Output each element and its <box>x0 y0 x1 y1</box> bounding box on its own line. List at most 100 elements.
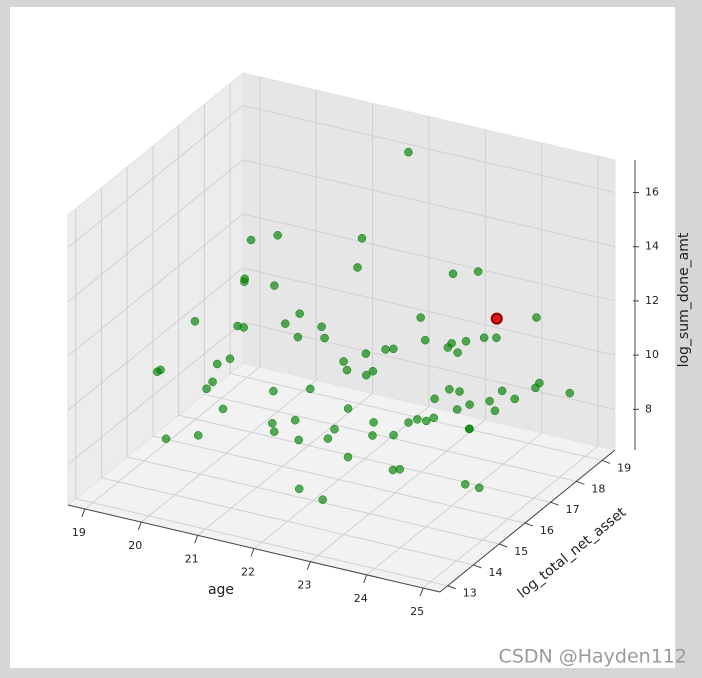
point <box>404 418 413 427</box>
point <box>490 312 503 325</box>
point <box>153 367 162 376</box>
point <box>448 269 458 279</box>
z-tick-label: 14 <box>645 240 659 253</box>
point <box>532 313 541 322</box>
z-tick-label: 12 <box>645 294 659 307</box>
point <box>389 430 398 440</box>
point <box>404 147 413 157</box>
grid-line <box>253 406 430 549</box>
point <box>293 332 303 342</box>
grid-line <box>242 105 616 194</box>
y-tick <box>473 564 482 569</box>
panes <box>66 71 617 593</box>
point <box>497 386 507 396</box>
point <box>273 231 282 240</box>
y-tick-label: 17 <box>566 503 580 516</box>
point <box>420 335 430 345</box>
point <box>343 404 353 413</box>
grid-line <box>101 477 474 566</box>
point <box>474 483 484 493</box>
grid-line <box>242 213 616 302</box>
point <box>270 281 279 290</box>
y-tick-label: 13 <box>463 587 477 600</box>
grid-line <box>127 456 500 545</box>
grid-line <box>242 267 616 356</box>
x-tick <box>194 535 199 544</box>
grid-line <box>422 445 599 589</box>
y-tick-label: 19 <box>617 461 631 474</box>
y-tick <box>601 459 611 464</box>
point <box>490 406 500 416</box>
point <box>362 370 371 380</box>
point <box>339 357 348 366</box>
x-tick <box>363 574 368 584</box>
point <box>330 424 339 434</box>
point <box>389 344 398 354</box>
point <box>535 378 544 388</box>
grid-line <box>366 432 543 576</box>
y-tick-label: 15 <box>514 545 528 558</box>
grid-line <box>140 379 317 523</box>
point <box>269 427 279 436</box>
point <box>455 387 464 396</box>
grid-line <box>67 267 244 411</box>
y-tick <box>499 543 508 548</box>
x-tick <box>137 521 142 531</box>
grid-line <box>310 419 486 563</box>
point <box>460 480 470 489</box>
z-tick-label: 10 <box>645 348 659 361</box>
point <box>416 313 425 322</box>
point <box>343 452 353 462</box>
point <box>202 384 211 394</box>
point <box>240 274 249 284</box>
y-tick <box>524 522 534 527</box>
point <box>323 434 333 443</box>
y-tick <box>550 501 559 506</box>
point <box>357 234 367 243</box>
point <box>492 333 501 343</box>
x-tick <box>250 548 255 557</box>
point <box>465 400 474 409</box>
point <box>422 416 431 426</box>
point <box>320 333 329 343</box>
point <box>190 317 200 326</box>
x-tick-label: 23 <box>297 579 311 592</box>
grid-line <box>242 321 616 410</box>
z-axis-title: log_sum_done_amt <box>676 232 692 367</box>
grid-line <box>67 159 244 303</box>
point <box>368 366 378 376</box>
x-tick-label: 24 <box>354 592 368 605</box>
grid-line <box>178 414 551 503</box>
point <box>294 484 304 494</box>
point <box>212 359 222 369</box>
y-tick-label: 18 <box>591 482 605 495</box>
x-tick-label: 20 <box>128 539 142 552</box>
x-tick-label: 25 <box>410 605 424 618</box>
x-axis-title: age <box>208 582 234 598</box>
grid-line <box>67 321 244 465</box>
x-tick <box>81 508 86 518</box>
point <box>246 235 256 245</box>
point <box>295 309 304 318</box>
point <box>353 263 362 272</box>
z-tick-label: 16 <box>645 186 659 199</box>
point <box>453 348 462 357</box>
grid-line <box>152 435 526 524</box>
point <box>269 386 278 396</box>
point <box>225 354 235 363</box>
point <box>281 319 290 328</box>
x-tick-label: 19 <box>72 526 86 539</box>
y-tick-label: 14 <box>488 566 502 579</box>
point <box>473 267 483 276</box>
point <box>194 431 203 440</box>
point <box>413 415 422 424</box>
point <box>565 388 575 398</box>
x-tick-label: 22 <box>241 566 255 579</box>
grid-line <box>67 105 244 248</box>
watermark: CSDN @Hayden112 <box>499 646 687 668</box>
point <box>368 431 377 440</box>
point <box>233 321 242 331</box>
point <box>369 418 378 427</box>
